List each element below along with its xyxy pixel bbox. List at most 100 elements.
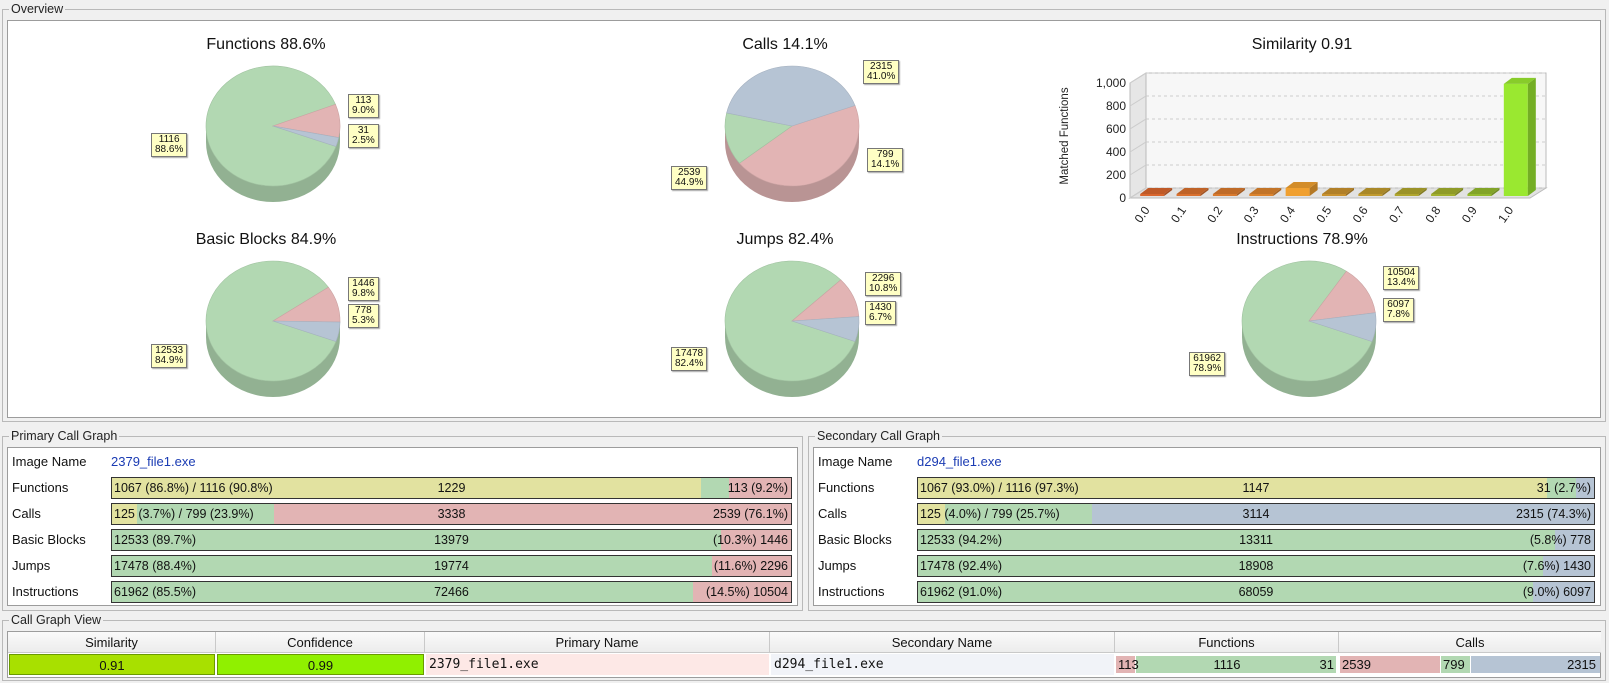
pie-title-calls: Calls 14.1%: [742, 36, 828, 53]
x-tick-label: 0.4: [1277, 203, 1298, 225]
basic-blocks-bar: 12533 (94.2%) 13311 (5.8%) 778: [917, 529, 1595, 551]
row-label: Instructions: [818, 584, 885, 599]
overview-title: Overview: [9, 2, 66, 16]
confidence-cell[interactable]: 0.99: [217, 654, 424, 675]
bar: [1212, 188, 1245, 196]
pie-label: 61962 78.9%: [1189, 352, 1226, 376]
bar-center-text: 1147: [1242, 481, 1270, 495]
secondary-call-graph-title: Secondary Call Graph: [815, 429, 942, 443]
bar-left-text: 61962 (85.5%): [114, 585, 197, 599]
pie-depth: [206, 321, 340, 397]
calls-cell-unmatched-secondary: [1471, 656, 1600, 673]
bar-right-text: 2315 (74.3%): [1515, 507, 1591, 521]
row-label: Functions: [818, 480, 875, 495]
pie-slice: [724, 260, 856, 382]
pie-chart-instructions: [1241, 260, 1377, 397]
calls-cell-unmatched-primary: [1340, 656, 1440, 673]
functions-cell-center: 1116: [1213, 657, 1241, 672]
bar-right-text: (7.6%) 1430: [1522, 559, 1591, 573]
y-tick-label: 400: [1106, 145, 1126, 159]
pie-label: 10504 13.4%: [1383, 266, 1420, 290]
bar-right-text: 2539 (76.1%): [712, 507, 788, 521]
primary-image-name: 2379_file1.exe: [111, 454, 196, 469]
bar-segment-matched-total: [701, 478, 729, 498]
instructions-bar: 61962 (85.5%) 72466 (14.5%) 10504: [111, 581, 792, 603]
calls-cell-matched: [1441, 656, 1470, 673]
bar-center-text: 3114: [1242, 507, 1270, 521]
functions-cell-right: 31: [1319, 657, 1334, 672]
y-tick-label: 200: [1106, 168, 1126, 182]
bar-segment-unmatched: [692, 582, 791, 602]
column-header-primary-name[interactable]: Primary Name: [425, 632, 770, 653]
call-graph-view-table: Similarity Confidence Primary Name Secon…: [7, 631, 1601, 678]
x-tick-label: 0.0: [1132, 203, 1153, 225]
bar: [1249, 188, 1282, 196]
bar-segment-unmatched: [274, 504, 791, 524]
secondary-name-cell[interactable]: d294_file1.exe: [771, 654, 1114, 675]
pie-title-functions: Functions 88.6%: [206, 36, 326, 53]
calls-cell-left: 2539: [1342, 657, 1371, 672]
primary-name-cell[interactable]: 2379_file1.exe: [426, 654, 769, 675]
calls-cell[interactable]: 2539 799 2315: [1340, 654, 1600, 675]
bar-right-text: 113 (9.2%): [727, 481, 788, 495]
x-tick-label: 0.7: [1386, 203, 1407, 225]
gridline: [1129, 141, 1147, 153]
image-name-label: Image Name: [12, 454, 87, 469]
bar: [1140, 188, 1173, 196]
column-header-confidence[interactable]: Confidence: [216, 632, 425, 653]
bar-segment-unmatched: [728, 478, 791, 498]
pie-slice: [272, 320, 341, 342]
row-label: Calls: [12, 506, 41, 521]
y-tick-label: 1,000: [1096, 76, 1126, 90]
bar-left-text: 1067 (86.8%) / 1116 (90.8%): [114, 481, 273, 495]
pie-label: 1116 88.6%: [151, 133, 188, 157]
bar-center-text: 18908: [1238, 559, 1274, 573]
column-header-functions[interactable]: Functions: [1115, 632, 1339, 653]
bar-segment-matched-total: [945, 504, 1092, 524]
pie-label: 799 14.1%: [867, 148, 904, 172]
jumps-bar: 17478 (92.4%) 18908 (7.6%) 1430: [917, 555, 1595, 577]
pie-label: 1446 9.8%: [348, 277, 379, 301]
functions-row: Functions 1067 (86.8%) / 1116 (90.8%) 12…: [8, 474, 797, 501]
basic-blocks-row: Basic Blocks 12533 (89.7%) 13979 (10.3%)…: [8, 526, 797, 553]
chart-side-wall: [1129, 72, 1147, 199]
column-header-similarity[interactable]: Similarity: [8, 632, 216, 653]
overview-panel: Functions 88.6% Calls 14.1% Similarity 0…: [7, 20, 1601, 418]
column-header-secondary-name[interactable]: Secondary Name: [770, 632, 1115, 653]
pie-label: 6097 7.8%: [1383, 298, 1414, 322]
bar-segment-matched: [918, 504, 946, 524]
bar: [1503, 77, 1536, 196]
bar-left-text: 12533 (89.7%): [114, 533, 197, 547]
pie-depth: [206, 126, 340, 202]
pie-chart-functions: [205, 65, 341, 202]
pie-chart-basic-blocks: [205, 260, 341, 397]
bar-segment-unmatched: [1533, 582, 1594, 602]
bar-center-text: 3338: [437, 507, 466, 521]
calls-cell-right: 2315: [1567, 657, 1596, 672]
x-tick-label: 0.8: [1423, 203, 1444, 225]
functions-cell[interactable]: 113 1116 31: [1116, 654, 1338, 675]
x-tick-label: 0.1: [1168, 203, 1189, 225]
bar-segment-unmatched: [1542, 556, 1594, 576]
column-header-calls[interactable]: Calls: [1339, 632, 1601, 653]
pie-label: 1430 6.7%: [865, 301, 896, 325]
row-label: Basic Blocks: [818, 532, 892, 547]
pie-slice: [724, 112, 793, 164]
pie-depth: [1242, 321, 1376, 397]
pie-slice: [726, 65, 856, 127]
pie-label: 2539 44.9%: [671, 166, 708, 190]
bar: [1176, 188, 1209, 196]
bar: [1431, 188, 1464, 196]
similarity-cell[interactable]: 0.91: [9, 654, 215, 675]
x-tick-label: 1.0: [1495, 203, 1516, 225]
chart-back-wall: [1145, 72, 1547, 189]
secondary-call-graph-group: Secondary Call Graph Image Name d294_fil…: [808, 429, 1606, 611]
similarity-bar-chart: 1,000 800 600 400 200 0 Matched Functions 0.0 0.…: [1059, 72, 1548, 225]
bar-segment-unmatched: [1091, 504, 1594, 524]
bar: [1285, 181, 1318, 196]
bar-left-text: 61962 (91.0%): [920, 585, 1003, 599]
pie-label: 2315 41.0%: [863, 60, 900, 84]
pie-label: 113 9.0%: [348, 94, 379, 118]
pie-label: 31 2.5%: [348, 124, 379, 148]
bar-left-text: 125 (3.7%) / 799 (23.9%): [114, 507, 254, 521]
